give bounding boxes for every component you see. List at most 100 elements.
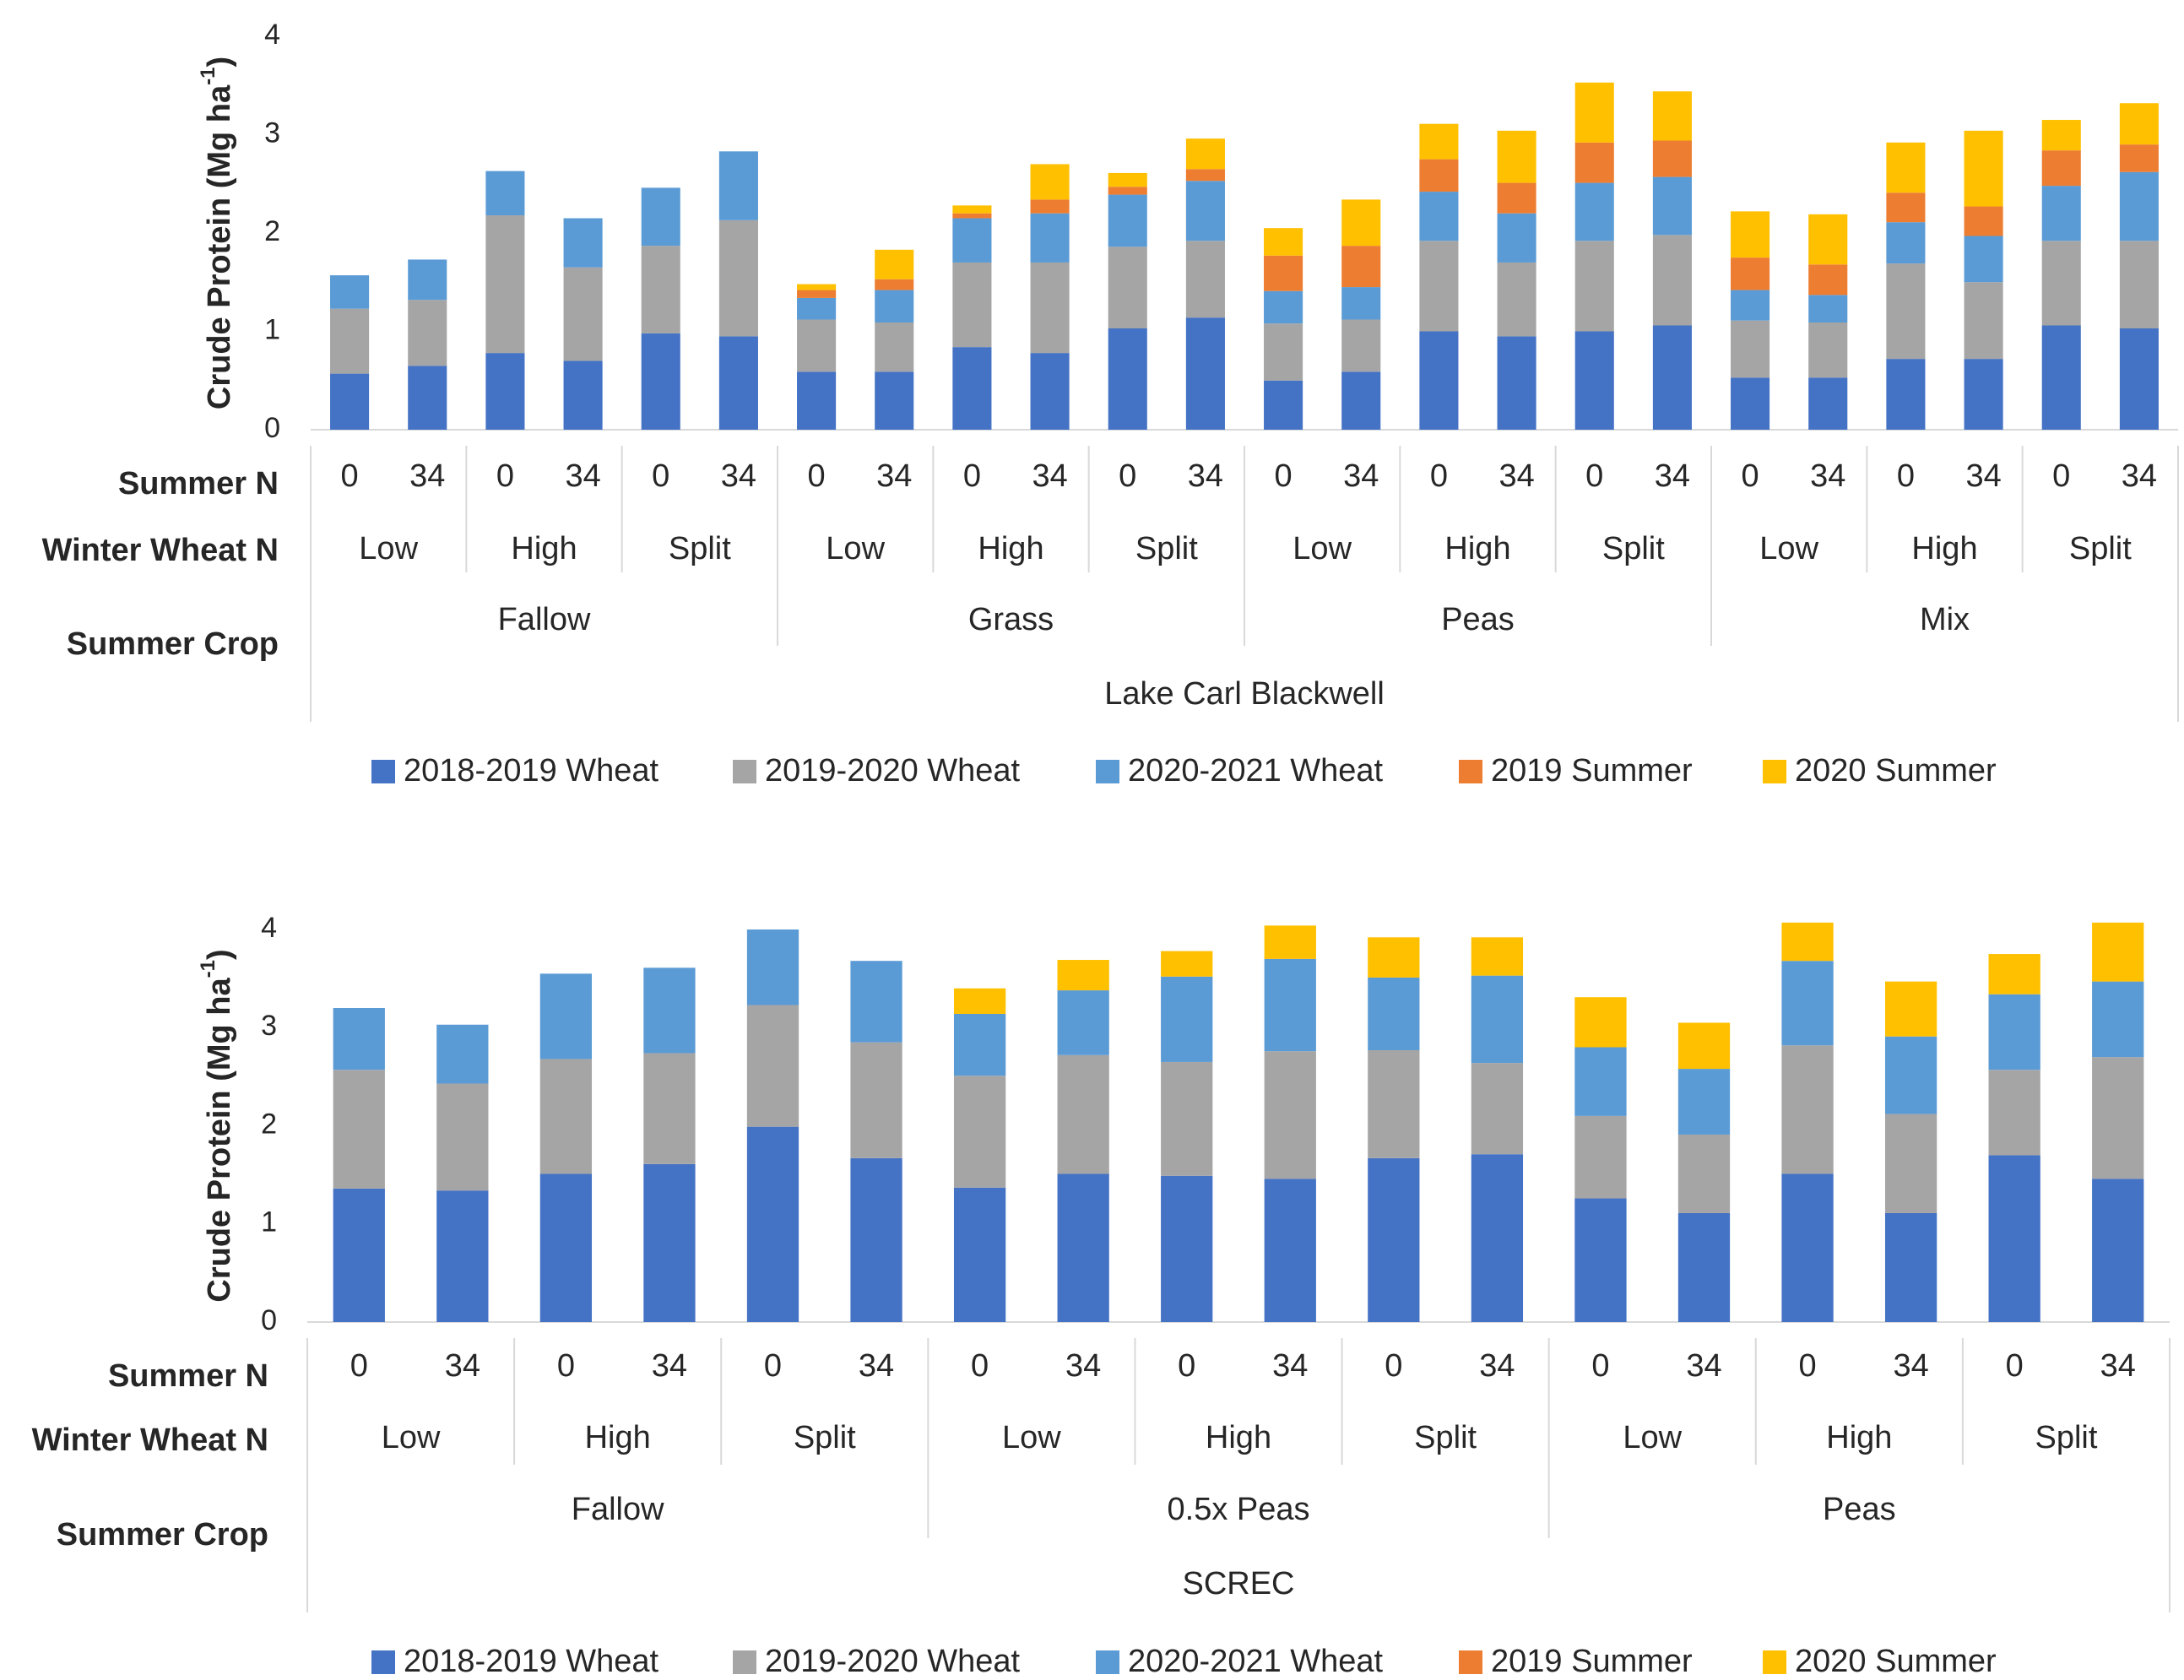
bar-segment (408, 300, 447, 366)
summer-n-label: 0 (1275, 458, 1293, 494)
bar-segment (1057, 1173, 1109, 1322)
bar-segment (875, 371, 914, 430)
summer-n-label: 34 (2100, 1348, 2136, 1384)
bar-segment (1574, 1115, 1627, 1199)
bar-segment (1185, 138, 1225, 170)
bar-segment (563, 360, 603, 430)
winter-wheat-n-label: Low (382, 1420, 441, 1455)
bar-segment (1574, 82, 1614, 143)
summer-n-label: 0 (652, 458, 669, 494)
bar-segment (2119, 103, 2159, 145)
bar-segment (2041, 120, 2081, 151)
bar-segment (952, 262, 992, 348)
bar-segment (1886, 222, 1926, 264)
bar-segment (333, 1070, 385, 1189)
bar-segment (1497, 336, 1536, 430)
y-tick-label: 3 (261, 1010, 277, 1042)
bar-segment (1964, 359, 2003, 430)
bar-segment (1652, 235, 1692, 326)
bar-segment (539, 1173, 593, 1322)
bar-segment (1341, 287, 1381, 320)
winter-wheat-n-label: Split (1414, 1420, 1477, 1455)
bar-segment (1964, 282, 2003, 360)
row-header-label: Summer N (108, 1358, 268, 1394)
y-axis-label: Crude Protein (Mg ha-1) (197, 949, 237, 1302)
bar-segment (1988, 1155, 2040, 1322)
bar-segment (1884, 981, 1937, 1037)
legend-swatch (371, 760, 395, 783)
bar-segment (1574, 142, 1614, 183)
bar-segment (1497, 182, 1536, 214)
bar-segment (1471, 1063, 1524, 1155)
bar-segment (1574, 1047, 1627, 1116)
bar-segment (1161, 1175, 1213, 1322)
bar-segment (2041, 325, 2081, 430)
summer-n-label: 34 (1686, 1348, 1721, 1384)
bar-segment (1884, 1036, 1937, 1114)
bar-segment (643, 1053, 696, 1164)
bar-segment (1341, 371, 1381, 430)
bar-segment (1652, 140, 1692, 177)
bar-segment (953, 1187, 1006, 1322)
summer-n-label: 34 (1893, 1348, 1928, 1384)
summer-n-label: 0 (341, 458, 359, 494)
summer-n-label: 34 (876, 458, 912, 494)
bar-segment (2119, 144, 2159, 172)
bar-segment (1677, 1134, 1731, 1213)
bar-segment (1185, 317, 1225, 430)
bar-segment (333, 1008, 385, 1070)
bar-segment (2119, 241, 2159, 329)
bar-segment (797, 319, 837, 372)
bar-segment (1264, 1051, 1316, 1179)
y-axis-label-close: ) (202, 949, 237, 960)
bar-segment (953, 1076, 1006, 1188)
bar-segment (746, 1005, 799, 1127)
bar-segment (1185, 181, 1225, 241)
legend-swatch (733, 760, 756, 783)
bar-segment (1161, 1061, 1213, 1176)
winter-wheat-n-label: High (978, 531, 1043, 566)
bar-segment (330, 373, 370, 430)
bar-segment (1368, 977, 1420, 1050)
summer-n-label: 0 (971, 1348, 989, 1384)
bar-segment (1419, 192, 1459, 241)
summer-n-label: 0 (350, 1348, 368, 1384)
summer-n-label: 0 (1119, 458, 1136, 494)
y-tick-label: 1 (264, 313, 280, 345)
bar-segment (953, 988, 1006, 1014)
legend-label: 2018-2019 Wheat (404, 753, 659, 789)
bar-segment (1161, 976, 1213, 1062)
bar-segment (436, 1024, 489, 1084)
y-tick-label: 1 (261, 1206, 277, 1238)
winter-wheat-n-label: Low (359, 531, 418, 566)
summer-crop-label: Peas (1823, 1492, 1896, 1527)
y-tick-label: 0 (264, 412, 280, 444)
summer-n-label: 34 (2122, 458, 2157, 494)
bar-segment (1677, 1069, 1731, 1135)
bar-segment (2092, 1057, 2144, 1179)
bar-segment (1574, 331, 1614, 430)
summer-n-label: 34 (652, 1348, 687, 1384)
bar-segment (1419, 123, 1459, 160)
bar-segment (797, 297, 837, 320)
bar-segment (563, 218, 603, 268)
winter-wheat-n-label: High (1826, 1420, 1892, 1455)
summer-crop-label: 0.5x Peas (1168, 1492, 1310, 1527)
summer-crop-label: Mix (1920, 602, 1970, 637)
bar-segment (1731, 211, 1770, 258)
legend-label: 2018-2019 Wheat (404, 1644, 659, 1679)
legend-swatch (1096, 1650, 1119, 1674)
bar-segment (746, 1126, 799, 1322)
bar-segment (1264, 290, 1303, 324)
bar-segment (2092, 1179, 2144, 1322)
bar-segment (952, 347, 992, 430)
bar-segment (1497, 213, 1536, 263)
bar-segment (1419, 331, 1459, 430)
bar-segment (952, 213, 992, 219)
bar-segment (1497, 130, 1536, 183)
legend-label: 2020 Summer (1795, 753, 1997, 789)
bar-segment (1030, 199, 1070, 214)
summer-crop-label: Fallow (498, 602, 591, 637)
bar-segment (1781, 1045, 1834, 1174)
